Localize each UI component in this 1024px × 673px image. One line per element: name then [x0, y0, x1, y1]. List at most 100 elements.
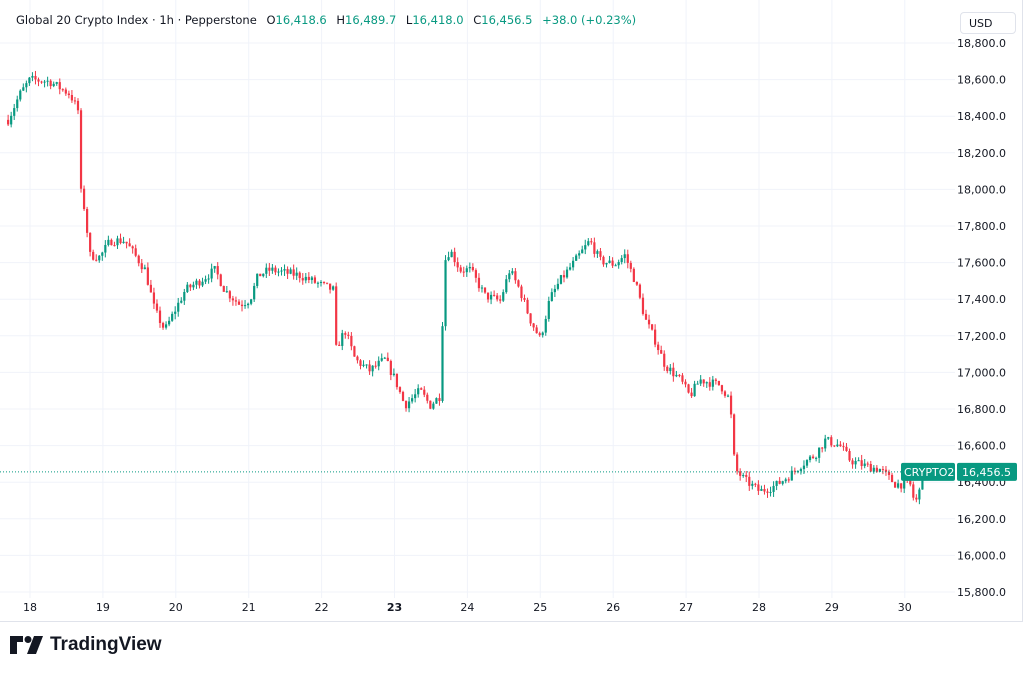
candle-up — [751, 483, 754, 486]
candle-down — [860, 460, 863, 467]
candle-down — [532, 323, 535, 328]
candle-up — [584, 245, 587, 250]
candle-down — [274, 267, 277, 273]
price-axis[interactable]: 18,800.0 18,600.0 18,400.0 18,200.0 18,000.0… — [957, 37, 1006, 599]
candle-down — [438, 398, 441, 401]
candle-up — [608, 260, 611, 264]
candle-up — [824, 438, 827, 449]
symbol-tag-bg — [901, 462, 955, 481]
tradingview-logo[interactable]: TradingView — [10, 634, 162, 656]
candle-down — [140, 263, 143, 270]
candle-down — [538, 333, 541, 336]
candle-down — [830, 437, 833, 446]
candle-up — [383, 357, 386, 359]
last-price-tag: CRYPTO20 16,456.5 — [901, 462, 1017, 481]
candle-up — [246, 303, 250, 306]
candle-up — [411, 398, 414, 402]
candle-down — [486, 292, 490, 300]
time-axis[interactable]: 18 19 20 21 22 23 24 25 26 27 28 29 30 — [23, 601, 912, 614]
candle-down — [893, 482, 897, 488]
candle-up — [568, 267, 572, 270]
candle-down — [654, 329, 657, 345]
candle-down — [395, 373, 399, 388]
candle-down — [690, 392, 693, 397]
candle-down — [286, 269, 289, 274]
candle-down — [499, 299, 502, 301]
candle-up — [265, 267, 268, 274]
candle-up — [760, 488, 763, 491]
candle-down — [240, 304, 244, 307]
candle-down — [535, 327, 538, 334]
candle-up — [310, 277, 313, 281]
open-value: 16,418.6 — [275, 13, 327, 27]
candle-up — [143, 267, 146, 270]
y-tick-label: 18,200.0 — [957, 147, 1006, 160]
candle-down — [672, 367, 675, 377]
candle-up — [186, 284, 189, 292]
candle-up — [174, 311, 177, 314]
y-tick-label: 17,600.0 — [957, 257, 1006, 270]
candle-up — [559, 275, 563, 284]
price-chart[interactable]: 18,800.0 18,600.0 18,400.0 18,200.0 18,000.0… — [0, 0, 1024, 622]
candle-down — [763, 488, 766, 492]
currency-selector[interactable]: USD — [960, 12, 1016, 34]
candle-up — [28, 77, 31, 84]
candle-up — [827, 437, 830, 439]
candle-down — [386, 357, 389, 361]
candle-down — [119, 238, 122, 244]
candle-down — [881, 469, 885, 471]
candle-up — [43, 81, 46, 83]
candle-down — [198, 280, 201, 286]
x-tick-label: 30 — [898, 601, 912, 614]
candle-down — [851, 460, 854, 465]
candle-up — [863, 463, 866, 467]
y-tick-label: 16,800.0 — [957, 403, 1006, 416]
candle-down — [329, 283, 332, 290]
candle-up — [213, 266, 216, 269]
candle-up — [572, 260, 575, 268]
candle-up — [465, 268, 468, 273]
candle-up — [511, 271, 514, 274]
candle-down — [389, 360, 392, 375]
candle-up — [547, 301, 550, 319]
candle-down — [76, 100, 80, 111]
candle-up — [180, 300, 183, 303]
candle-down — [335, 286, 338, 345]
x-tick-label: 23 — [387, 601, 402, 614]
candle-up — [107, 239, 110, 245]
symbol-title[interactable]: Global 20 Crypto Index · 1h · Pepperston… — [16, 13, 257, 27]
candle-down — [301, 278, 304, 281]
candle-down — [875, 467, 878, 472]
tradingview-logo-icon — [10, 636, 43, 654]
y-tick-label: 18,000.0 — [957, 183, 1006, 196]
candle-down — [146, 267, 149, 285]
candle-down — [222, 286, 225, 292]
candle-down — [635, 281, 638, 285]
candle-up — [781, 481, 784, 484]
candle-down — [644, 313, 648, 320]
candle-down — [307, 276, 310, 281]
candle-down — [638, 284, 642, 298]
candle-up — [575, 255, 578, 261]
candle-down — [158, 310, 162, 324]
candle-down — [866, 463, 869, 465]
candle-down — [599, 251, 602, 257]
candle-down — [322, 281, 326, 283]
candle-down — [259, 273, 262, 277]
candle-down — [590, 241, 593, 243]
candle-up — [541, 332, 544, 336]
change-value: +38.0 (+0.23%) — [542, 13, 637, 27]
candle-down — [350, 335, 353, 347]
candle-up — [815, 457, 818, 459]
candle-up — [614, 265, 617, 267]
candle-down — [520, 286, 523, 299]
candle-up — [19, 90, 22, 100]
candle-up — [623, 254, 626, 259]
candle-up — [918, 489, 921, 500]
candle-down — [884, 469, 888, 472]
candle-up — [669, 367, 672, 372]
candle-down — [483, 287, 487, 293]
candle-up — [468, 266, 471, 269]
candle-down — [714, 379, 717, 381]
candle-up — [250, 299, 253, 304]
